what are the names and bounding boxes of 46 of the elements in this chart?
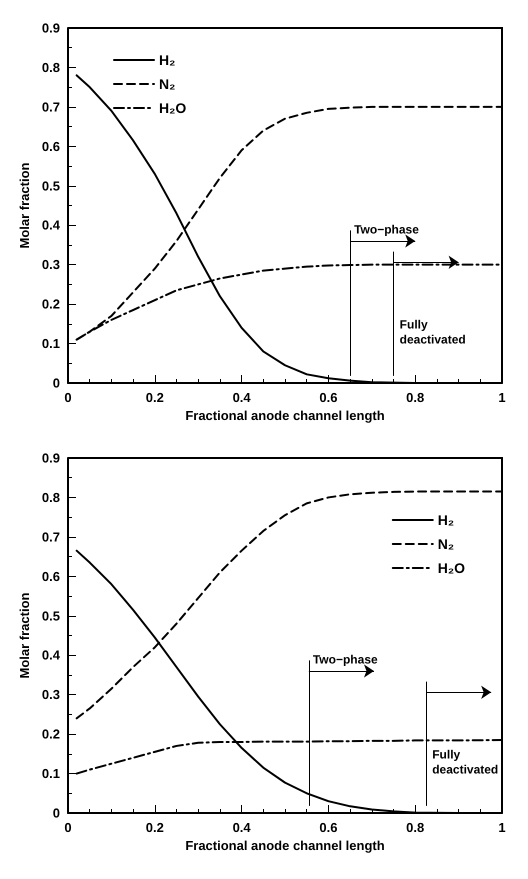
y-tick-label: 0.1 (42, 766, 60, 782)
x-tick-label: 0.2 (146, 390, 164, 405)
ref-line-label: Two−phase (312, 652, 378, 666)
y-tick-label: 0.2 (42, 726, 60, 742)
y-axis-title: Molar fraction (17, 162, 32, 248)
y-tick-label: 0 (52, 806, 60, 820)
y-axis-title: Molar fraction (17, 592, 32, 678)
y-tick-label: 0.6 (42, 138, 60, 154)
ref-line-label: Fully deactivated (432, 748, 498, 777)
y-tick-label: 0.3 (42, 257, 60, 272)
x-axis-title: Fractional anode channel length (185, 838, 385, 853)
y-tick-label: 0.7 (42, 99, 60, 114)
y-tick-label: 0.8 (42, 60, 60, 75)
x-tick-label: 0 (64, 390, 72, 405)
y-tick-label: 0.7 (42, 529, 60, 544)
x-tick-label: 0.2 (146, 820, 164, 835)
x-tick-label: 0.8 (406, 820, 424, 835)
y-tick-label: 0.9 (42, 20, 60, 36)
x-tick-label: 0 (64, 820, 72, 835)
x-tick-label: 0.6 (319, 390, 338, 405)
y-tick-label: 0.8 (42, 490, 60, 505)
legend-label: H₂O (438, 560, 466, 576)
y-tick-label: 0.3 (42, 687, 60, 702)
y-tick-label: 0.2 (42, 296, 60, 312)
y-tick-label: 0.5 (42, 178, 60, 194)
x-tick-label: 0.8 (406, 390, 424, 405)
y-tick-label: 0.5 (42, 608, 60, 624)
x-tick-label: 0.6 (319, 820, 338, 835)
y-tick-label: 0.4 (42, 218, 61, 233)
y-tick-label: 0.4 (42, 648, 61, 663)
y-tick-label: 0.6 (42, 568, 60, 584)
legend-label: N₂ (159, 76, 176, 92)
x-tick-label: 0.4 (232, 390, 252, 405)
x-tick-label: 1 (498, 390, 506, 405)
legend-label: H₂O (159, 100, 186, 116)
legend-label: H₂ (159, 52, 176, 68)
legend-label: N₂ (438, 536, 454, 552)
x-tick-label: 0.4 (232, 820, 252, 835)
ref-line-label: Fully deactivated (400, 318, 466, 347)
y-tick-label: 0 (52, 376, 60, 390)
legend-label: H₂ (438, 512, 454, 528)
y-tick-label: 0.9 (42, 450, 60, 466)
x-tick-label: 1 (498, 820, 506, 835)
ref-line-label: Two−phase (354, 222, 420, 236)
x-axis-title: Fractional anode channel length (185, 408, 385, 423)
y-tick-label: 0.1 (42, 336, 60, 352)
